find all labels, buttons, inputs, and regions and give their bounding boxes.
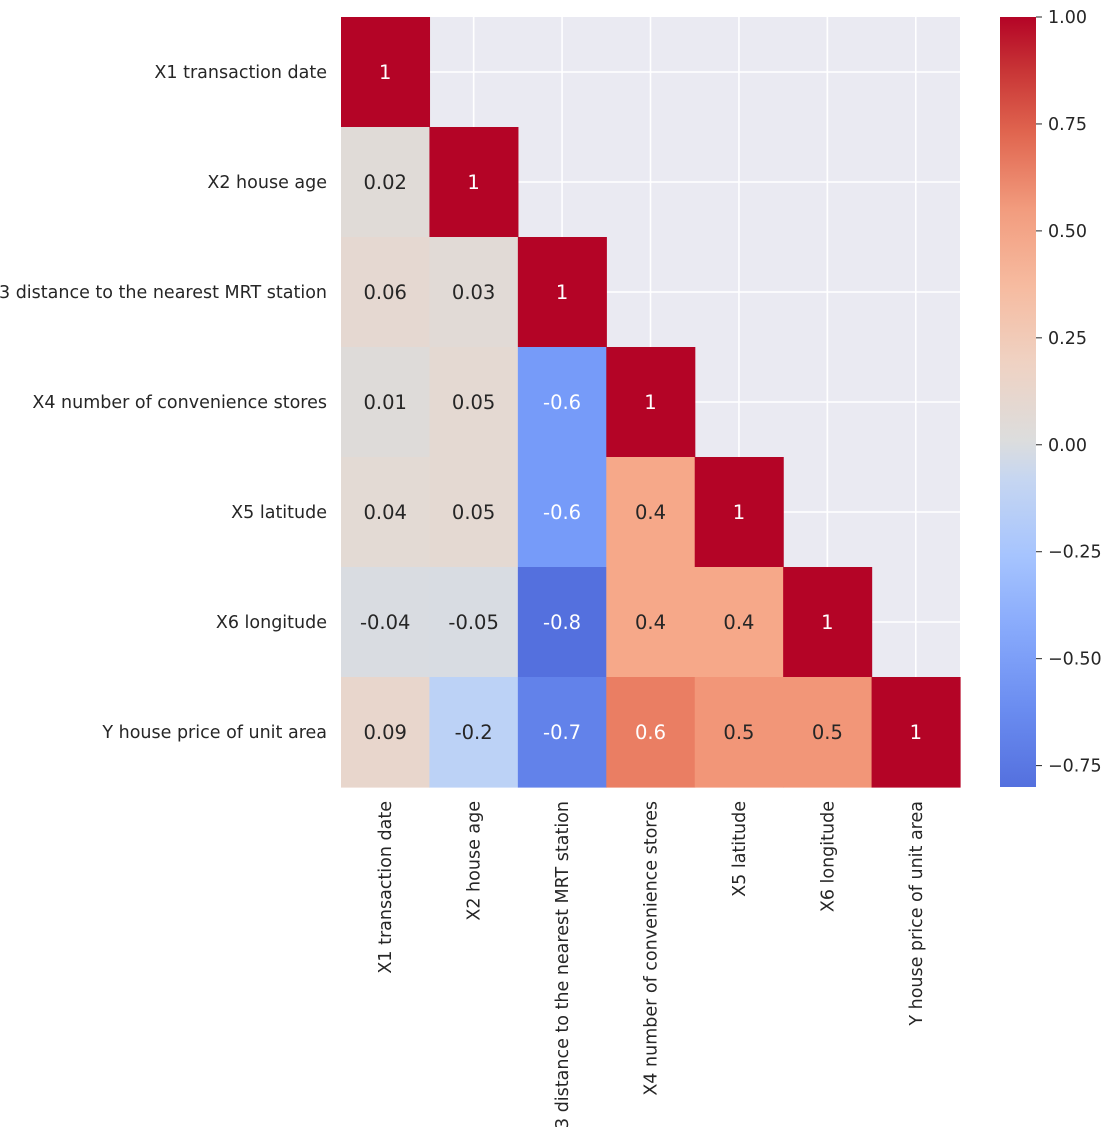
heatmap-cell [783,677,873,788]
cell-annotation: 1 [379,61,391,84]
cell-annotation: 0.04 [364,501,407,524]
cell-annotation: -0.8 [543,611,581,634]
cell-annotation: 0.4 [723,611,754,634]
cell-annotation: -0.04 [360,611,410,634]
heatmap-cell [341,127,431,238]
heatmap-cell [429,127,519,238]
cell-annotation: -0.6 [543,501,581,524]
heatmap-cells [341,17,961,788]
cell-annotation: 1 [910,721,922,744]
heatmap-cell [341,17,431,128]
cell-annotation: 0.09 [364,721,407,744]
colorbar-tick-label: 0.25 [1048,329,1087,349]
heatmap-cell [341,567,431,678]
colorbar-tick-label: −0.50 [1048,650,1102,670]
y-tick-label-x4-number-of-convenience-stores: X4 number of convenience stores [32,393,327,413]
y-tick-label-y-house-price-of-unit-area: Y house price of unit area [101,723,327,743]
y-tick-label-x2-house-age: X2 house age [207,173,327,193]
cell-annotation: 0.4 [635,611,666,634]
cell-annotation: 0.06 [364,281,407,304]
cell-annotation: 0.05 [452,501,495,524]
heatmap-cell [341,457,431,568]
heatmap-cell [429,677,519,788]
y-tick-label-x1-transaction-date: X1 transaction date [154,63,327,83]
heatmap-cell [694,677,784,788]
heatmap-cell [694,457,784,568]
heatmap-cell [517,567,607,678]
heatmap-cell [517,457,607,568]
x-tick-label-x3-distance-to-the-nearest-mrt-station: X3 distance to the nearest MRT station [553,801,573,1127]
cell-annotation: 1 [821,611,833,634]
cell-annotation: 0.5 [723,721,754,744]
heatmap-cell [341,347,431,458]
y-tick-label-x5-latitude: X5 latitude [231,503,327,523]
colorbar-tick-label: −0.25 [1048,543,1102,563]
y-tick-labels: X1 transaction date X2 house age X3 distan… [0,63,327,743]
cell-annotation: -0.7 [543,721,581,744]
cell-annotation: 0.03 [452,281,495,304]
heatmap-cell [606,457,696,568]
x-tick-label-x6-longitude: X6 longitude [818,801,838,912]
heatmap-cell [517,237,607,348]
cell-annotation: 0.5 [812,721,843,744]
x-tick-labels: X1 transaction date X2 house age X3 distan… [376,801,927,1127]
heatmap-cell [429,347,519,458]
cell-annotation: 1 [733,501,745,524]
heatmap-cell [606,567,696,678]
cell-annotation: 1 [467,171,479,194]
colorbar-tick-label: 0.00 [1048,436,1087,456]
colorbar-tick-label: 0.50 [1048,222,1087,242]
heatmap-cell [341,237,431,348]
x-tick-label-x5-latitude: X5 latitude [730,801,750,897]
cell-annotation: 0.01 [364,391,407,414]
heatmap-cell [871,677,961,788]
heatmap-cell [429,237,519,348]
x-tick-label-y-house-price-of-unit-area: Y house price of unit area [907,801,927,1027]
colorbar-tick-label: −0.75 [1048,757,1102,777]
heatmap-cell [606,347,696,458]
cell-annotation: 0.05 [452,391,495,414]
cell-annotation: 1 [556,281,568,304]
x-tick-label-x2-house-age: X2 house age [465,801,485,921]
heatmap-cell [517,677,607,788]
colorbar-tick-label: 0.75 [1048,115,1087,135]
cell-annotation: 1 [644,391,656,414]
y-tick-label-x3-distance-to-the-nearest-mrt-station: X3 distance to the nearest MRT station [0,283,327,303]
heatmap-cell [341,677,431,788]
x-tick-label-x4-number-of-convenience-stores: X4 number of convenience stores [642,801,662,1096]
cell-annotations: 1 0.02 1 0.06 0.03 1 0.01 0.05 -0.6 1 0.04 0.05 -0.6… [360,61,922,744]
heatmap-cell [429,567,519,678]
cell-annotation: 0.6 [635,721,666,744]
heatmap-cell [429,457,519,568]
colorbar-gradient [1000,17,1036,787]
colorbar: 1.00 0.75 0.50 0.25 0.00 −0.25 −0.50 −0.75 [1000,8,1102,787]
y-tick-label-x6-longitude: X6 longitude [216,613,327,633]
x-tick-label-x1-transaction-date: X1 transaction date [376,801,396,974]
heatmap-cell [517,347,607,458]
cell-annotation: -0.2 [455,721,493,744]
cell-annotation: 0.4 [635,501,666,524]
cell-annotation: 0.02 [364,171,407,194]
heatmap-cell [694,567,784,678]
colorbar-tick-label: 1.00 [1048,8,1087,28]
heatmap-cell [783,567,873,678]
cell-annotation: -0.05 [448,611,498,634]
heatmap-cell [606,677,696,788]
cell-annotation: -0.6 [543,391,581,414]
